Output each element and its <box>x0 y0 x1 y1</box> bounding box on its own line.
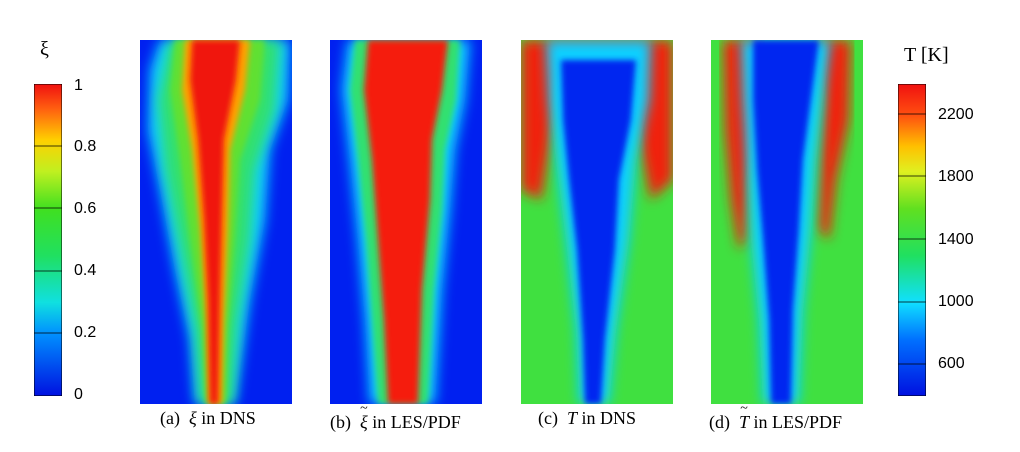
caption-b-method: in LES/PDF <box>372 412 461 432</box>
caption-a-method: in DNS <box>201 408 256 428</box>
xi-colorbar <box>34 84 62 396</box>
caption-d-variable: T <box>739 412 750 432</box>
panel-d-t-les-image <box>711 40 863 404</box>
caption-a-label: (a) <box>160 408 180 428</box>
xi-tick-0.4: 0.4 <box>74 262 97 279</box>
caption-c-method: in DNS <box>581 408 637 428</box>
caption-b-label: (b) <box>330 412 351 432</box>
xi-tick-1: 1 <box>74 77 83 94</box>
panel-b-xi-les-image <box>330 40 482 404</box>
caption-d: (d) ~ T in LES/PDF <box>709 401 843 432</box>
caption-d-label: (d) <box>709 412 730 432</box>
caption-b: (b) ~ ξ in LES/PDF <box>330 401 461 432</box>
caption-a-variable: ξ <box>188 408 197 428</box>
caption-d-method: in LES/PDF <box>753 412 843 432</box>
xi-tick-0.8: 0.8 <box>74 138 97 155</box>
temperature-colorbar <box>898 84 926 396</box>
xi-colorbar-title: ξ <box>40 38 49 60</box>
caption-b-variable: ξ <box>360 412 368 432</box>
caption-c-variable: T <box>566 408 577 428</box>
temperature-tick-1800: 1800 <box>938 168 974 185</box>
panel-a-xi-dns-image <box>140 40 292 404</box>
xi-tick-0.6: 0.6 <box>74 200 97 217</box>
temperature-tick-1000: 1000 <box>938 293 974 310</box>
temperature-tick-2200: 2200 <box>938 106 974 123</box>
temperature-tick-600: 600 <box>938 355 965 372</box>
temperature-colorbar-title: T [K] <box>904 44 949 66</box>
xi-tick-0: 0 <box>74 386 83 403</box>
caption-c: (c) T in DNS <box>538 408 636 429</box>
temperature-tick-1400: 1400 <box>938 231 974 248</box>
caption-c-label: (c) <box>538 408 558 428</box>
caption-a: (a) ξ in DNS <box>160 408 256 429</box>
panel-c-t-dns-image <box>521 40 673 404</box>
xi-tick-0.2: 0.2 <box>74 324 97 341</box>
